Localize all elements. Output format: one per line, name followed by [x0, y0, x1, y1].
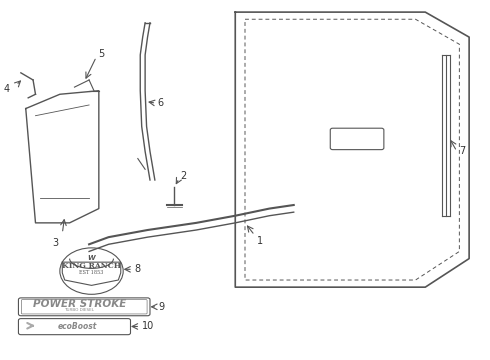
Text: POWER STROKE: POWER STROKE	[33, 299, 126, 309]
Text: 6: 6	[157, 98, 164, 108]
Text: EST 1853: EST 1853	[79, 270, 104, 275]
Text: 10: 10	[142, 321, 154, 332]
FancyBboxPatch shape	[19, 319, 130, 335]
Text: ecoBoost: ecoBoost	[57, 322, 97, 331]
Text: 5: 5	[98, 49, 104, 59]
Text: KING RANCH: KING RANCH	[62, 262, 121, 270]
Text: 9: 9	[158, 302, 165, 312]
Text: 4: 4	[4, 84, 10, 94]
FancyBboxPatch shape	[330, 128, 384, 150]
FancyBboxPatch shape	[19, 298, 150, 316]
Text: 3: 3	[52, 238, 59, 248]
Text: 7: 7	[460, 147, 465, 157]
Text: 2: 2	[181, 171, 187, 181]
Text: TURBO DIESEL: TURBO DIESEL	[64, 308, 95, 312]
Text: W: W	[88, 255, 96, 261]
Text: 8: 8	[134, 264, 141, 274]
Text: 1: 1	[257, 236, 263, 246]
